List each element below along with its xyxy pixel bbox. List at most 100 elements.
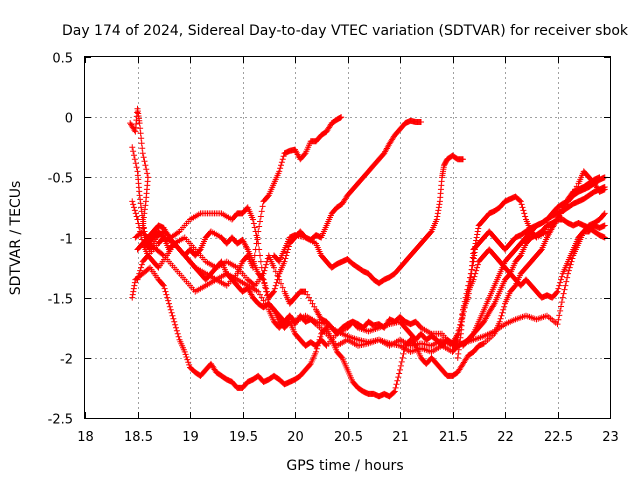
data-point xyxy=(517,198,524,205)
data-point xyxy=(275,273,282,280)
data-point xyxy=(136,224,143,231)
data-point xyxy=(435,204,442,211)
data-point xyxy=(141,206,148,213)
data-point xyxy=(145,265,152,272)
data-point xyxy=(281,258,288,265)
x-tick-label: 21 xyxy=(392,430,409,445)
data-point xyxy=(171,318,178,325)
data-point xyxy=(174,330,181,337)
data-point xyxy=(473,234,480,241)
data-point xyxy=(257,258,264,265)
data-point xyxy=(133,213,140,220)
data-point xyxy=(516,197,523,204)
data-point xyxy=(140,154,147,161)
data-marks xyxy=(127,105,608,400)
data-point xyxy=(397,362,404,369)
data-point xyxy=(390,389,397,396)
data-point xyxy=(520,207,527,214)
data-point xyxy=(501,303,508,310)
x-tick-label: 18.5 xyxy=(124,430,153,445)
data-point xyxy=(475,225,482,232)
data-point xyxy=(138,232,144,239)
y-tick-label: -1 xyxy=(60,233,73,248)
data-point xyxy=(166,303,173,310)
data-point xyxy=(427,229,434,236)
data-point xyxy=(306,361,313,368)
data-point xyxy=(307,297,314,304)
data-point xyxy=(435,207,442,214)
data-point xyxy=(144,170,151,177)
data-point xyxy=(418,118,424,125)
data-point xyxy=(255,288,262,295)
data-point xyxy=(304,291,311,298)
data-point xyxy=(284,249,291,256)
data-point xyxy=(454,354,461,361)
x-tick-label: 22.5 xyxy=(544,430,573,445)
y-tick-label: -2.5 xyxy=(48,413,73,428)
series-track-6 xyxy=(129,174,608,355)
data-point xyxy=(567,261,574,268)
x-tick-label: 20 xyxy=(287,430,304,445)
data-point xyxy=(130,148,137,155)
x-tick-label: 23 xyxy=(602,430,619,445)
data-point xyxy=(136,120,143,127)
data-point xyxy=(131,282,138,289)
data-point xyxy=(565,267,572,274)
data-point xyxy=(473,237,480,244)
data-point xyxy=(556,312,563,319)
data-point xyxy=(322,341,329,348)
data-point xyxy=(252,228,259,235)
data-point xyxy=(276,168,283,175)
data-point xyxy=(516,253,523,260)
data-point xyxy=(500,306,507,313)
data-point xyxy=(499,309,506,316)
data-point xyxy=(601,183,608,190)
data-point xyxy=(498,312,505,319)
data-point xyxy=(456,338,463,345)
data-point xyxy=(601,234,608,241)
data-point xyxy=(436,201,443,208)
data-point xyxy=(558,276,564,283)
data-point xyxy=(257,252,263,259)
data-point xyxy=(564,274,571,281)
data-point xyxy=(434,210,441,217)
data-point xyxy=(557,279,564,286)
data-point xyxy=(131,152,137,159)
data-point xyxy=(474,264,480,271)
data-point xyxy=(565,270,571,277)
x-tick-label: 19 xyxy=(182,430,199,445)
data-point xyxy=(537,247,544,254)
y-tick-label: -1.5 xyxy=(48,293,73,308)
data-point xyxy=(519,204,526,211)
data-point xyxy=(474,231,481,238)
data-point xyxy=(511,283,518,290)
data-point xyxy=(161,285,168,292)
data-point xyxy=(559,294,566,301)
data-point xyxy=(457,321,464,328)
data-point xyxy=(168,309,175,316)
data-point xyxy=(250,220,257,227)
data-point xyxy=(143,166,150,173)
data-point xyxy=(558,273,565,280)
data-point xyxy=(256,246,263,253)
y-tick-label: 0.5 xyxy=(52,52,73,67)
data-point xyxy=(262,282,269,289)
data-point xyxy=(558,303,564,310)
data-point xyxy=(278,162,284,169)
data-point xyxy=(162,288,169,295)
data-point xyxy=(181,348,188,355)
data-point xyxy=(518,201,525,208)
data-point xyxy=(270,305,277,312)
data-point xyxy=(467,274,474,281)
data-point xyxy=(167,306,174,313)
data-point xyxy=(137,125,144,132)
data-point xyxy=(172,321,179,328)
data-point xyxy=(142,162,149,169)
data-point xyxy=(274,276,281,283)
axis-ticks: 18 18.5 19 19.5 20 20.5 21 21.5 22 22.5 23 0.5 0 -0.5… xyxy=(48,52,619,446)
data-point xyxy=(130,285,137,292)
data-point xyxy=(563,278,570,285)
data-point xyxy=(141,158,148,165)
data-point xyxy=(139,212,146,219)
data-point xyxy=(160,282,167,289)
